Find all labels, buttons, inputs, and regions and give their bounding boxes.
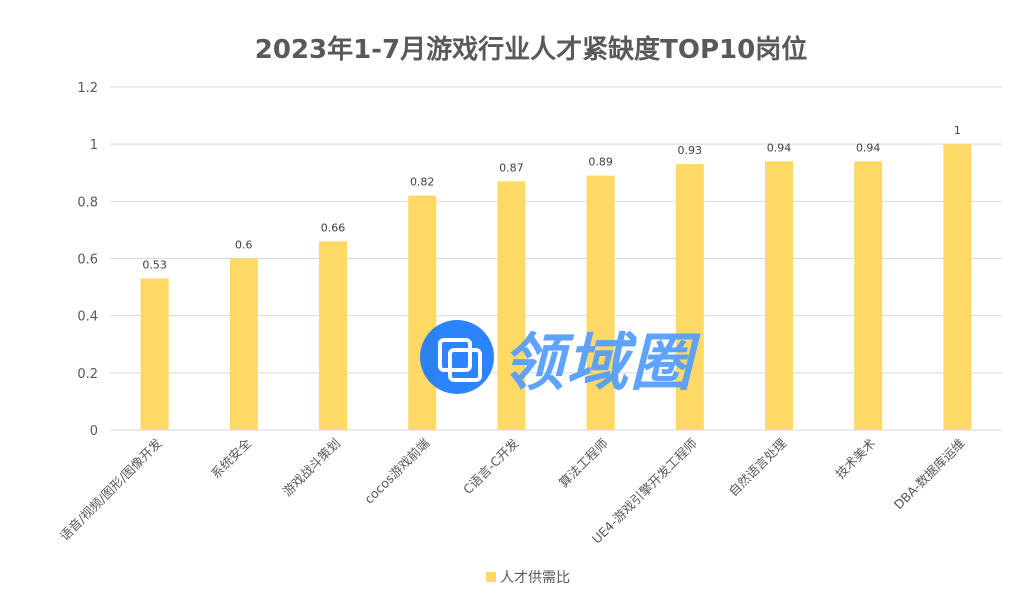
- y-tick-label: 0.6: [77, 253, 98, 268]
- bar: [586, 175, 615, 430]
- bar: [675, 164, 704, 431]
- y-tick-label: 1.2: [77, 81, 98, 96]
- y-tick-label: 0: [90, 424, 98, 439]
- bar: [140, 278, 169, 430]
- data-label: 0.66: [321, 221, 346, 234]
- y-tick-label: 0.2: [77, 367, 98, 382]
- x-tick-label: UE4-游戏引擎开发工程师: [589, 436, 700, 547]
- data-label: 1: [954, 124, 961, 137]
- x-tick-label: 算法工程师: [556, 436, 611, 491]
- x-tick-label: 技术美术: [832, 435, 878, 481]
- chart-title: 2023年1-7月游戏行业人才紧缺度TOP10岗位: [255, 34, 807, 65]
- x-tick-label: DBA-数据库运维: [891, 436, 968, 513]
- bar: [765, 161, 793, 431]
- bar: [497, 181, 526, 430]
- data-label: 0.82: [410, 176, 435, 189]
- data-label: 0.89: [588, 156, 613, 169]
- legend-label: 人才供需比: [500, 570, 570, 586]
- watermark: 领域圈: [420, 312, 694, 402]
- x-tick-label: 游戏战斗策划: [279, 436, 343, 500]
- bar: [943, 144, 972, 430]
- watermark-logo-icon: [420, 320, 494, 394]
- watermark-text: 领域圈: [502, 326, 695, 399]
- data-label: 0.6: [235, 239, 253, 252]
- data-label: 0.94: [856, 141, 881, 154]
- bar: [319, 241, 347, 430]
- data-label: 0.93: [678, 144, 703, 157]
- legend: 人才供需比: [486, 570, 570, 586]
- y-tick-label: 0.8: [77, 195, 98, 210]
- x-tick-label: cocos游戏前端: [361, 436, 432, 507]
- x-tick-label: 语音/视频/图形/图像开发: [57, 435, 165, 543]
- x-tick-label: 自然语言处理: [725, 435, 789, 499]
- legend-swatch: [486, 572, 496, 582]
- data-label: 0.53: [142, 259, 167, 272]
- data-label: 0.87: [499, 161, 524, 174]
- bar: [229, 258, 258, 430]
- y-tick-label: 0.4: [77, 310, 98, 325]
- bar: [408, 195, 437, 430]
- data-label: 0.94: [767, 141, 792, 154]
- y-tick-label: 1: [90, 138, 98, 153]
- x-tick-label: C语言-C开发: [460, 435, 522, 497]
- x-tick-label: 系统安全: [208, 435, 254, 481]
- bar: [854, 161, 883, 431]
